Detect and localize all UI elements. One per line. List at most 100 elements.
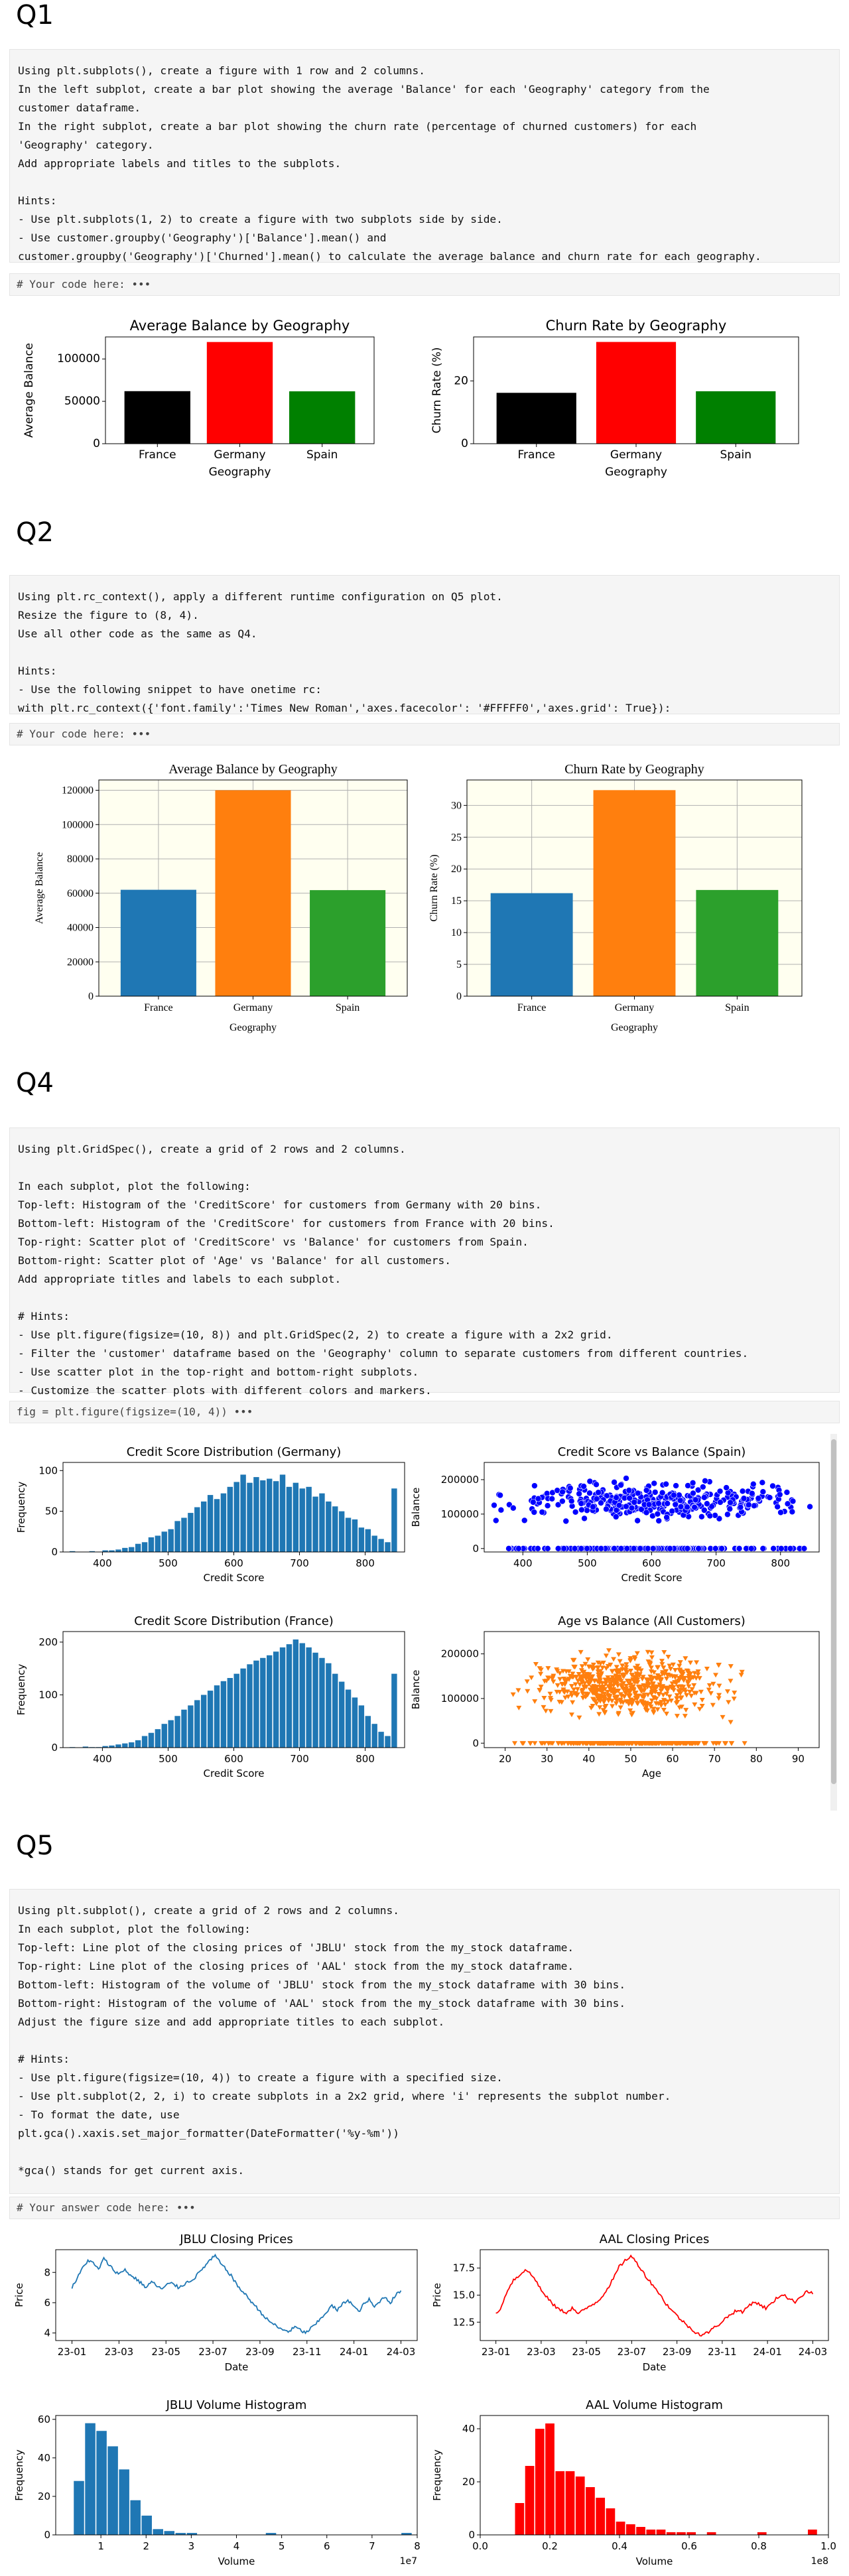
x-tick-label: 24-03 — [799, 2346, 828, 2358]
histogram-bar — [646, 2530, 656, 2535]
scatter-point — [567, 1673, 573, 1679]
chart-title: AAL Volume Histogram — [586, 2398, 723, 2412]
y-axis-label: Frequency — [13, 2449, 25, 2501]
x-tick-label: 400 — [513, 1557, 533, 1569]
scatter-point — [547, 1691, 553, 1697]
collapsed-code-cell-q5[interactable]: # Your answer code here: ••• — [9, 2197, 840, 2219]
scatter-point — [653, 1697, 659, 1702]
chart-title: Average Balance by Geography — [130, 318, 350, 334]
x-tick-label: 24-03 — [387, 2346, 416, 2358]
scatter-point — [578, 1649, 584, 1655]
scatter-point — [699, 1703, 705, 1708]
scatter-point — [693, 1676, 699, 1681]
collapsed-code-cell-q1[interactable]: # Your code here: ••• — [9, 273, 840, 296]
scatter-point — [614, 1689, 620, 1694]
scatter-points — [510, 1648, 748, 1746]
scatter-point — [668, 1667, 674, 1672]
collapsed-code-cell-q2[interactable]: # Your code here: ••• — [9, 723, 840, 745]
x-tick-label: 70 — [708, 1753, 721, 1765]
scatter-point — [736, 1545, 743, 1552]
histogram-bar — [82, 1746, 89, 1748]
scatter-point — [634, 1651, 640, 1656]
scatter-point — [612, 1513, 620, 1520]
scatter-point — [651, 1695, 657, 1700]
scatter-point — [586, 1672, 592, 1677]
chart-title: Average Balance by Geography — [168, 762, 338, 777]
scatter-point — [535, 1545, 541, 1552]
scatter-point — [695, 1669, 701, 1675]
histogram-bar — [596, 2498, 606, 2535]
scatter-point — [635, 1667, 641, 1673]
scatter-point — [645, 1693, 651, 1698]
scatter-point — [718, 1545, 725, 1552]
y-axis-label: Frequency — [15, 1664, 27, 1716]
scatter-point — [641, 1688, 647, 1693]
scatter-point — [603, 1666, 609, 1671]
y-tick-label: 200 — [38, 1636, 58, 1648]
scatter-point — [593, 1687, 599, 1692]
scatter-point — [677, 1660, 683, 1665]
x-tick-label: 23-05 — [151, 2346, 180, 2358]
axes-frame — [466, 779, 803, 997]
bar-germany — [593, 790, 676, 996]
x-tick-label: 20 — [499, 1753, 511, 1765]
scatter-point — [699, 1698, 705, 1703]
histogram-bar — [161, 1724, 167, 1748]
scatter-point — [595, 1660, 601, 1665]
scatter-point — [515, 1545, 522, 1552]
scatter-point — [623, 1503, 629, 1510]
scatter-point — [589, 1685, 595, 1690]
x-tick-label: 600 — [224, 1557, 243, 1569]
scatter-point — [667, 1694, 673, 1699]
scatter-point — [595, 1693, 601, 1699]
x-tick-label: 6 — [324, 2540, 330, 2552]
scatter-point — [727, 1499, 734, 1506]
scrollbar-thumb[interactable] — [831, 1439, 836, 1784]
scatter-point — [770, 1545, 777, 1552]
scatter-point — [706, 1683, 712, 1689]
scatter-point — [568, 1741, 574, 1746]
scatter-point — [784, 1500, 791, 1508]
axes-frame — [62, 1631, 405, 1748]
scatter-point — [602, 1677, 608, 1683]
y-axis-label: Price — [431, 2283, 443, 2307]
scatter-point — [629, 1673, 635, 1678]
figure-q4-scrollbar[interactable] — [830, 1434, 837, 1811]
bar-germany — [215, 790, 291, 996]
scatter-point — [789, 1508, 796, 1515]
scatter-point — [674, 1693, 680, 1698]
scatter-point — [623, 1475, 629, 1482]
collapsed-code-cell-q4[interactable]: fig = plt.figure(figsize=(10, 4)) ••• — [9, 1401, 840, 1423]
section-heading-q1: Q1 — [16, 0, 54, 31]
histogram-bar — [385, 1542, 391, 1552]
scatter-point — [545, 1675, 551, 1681]
scatter-point — [571, 1664, 577, 1669]
histogram-bar — [89, 1551, 96, 1552]
x-tick-label: 2 — [143, 2540, 149, 2552]
y-tick-label: 80000 — [67, 854, 94, 865]
scatter-point — [623, 1690, 629, 1695]
x-tick-label: 23-05 — [572, 2346, 601, 2358]
x-tick-label: 60 — [667, 1753, 679, 1765]
y-tick-label: 100000 — [441, 1508, 479, 1520]
scatter-point — [748, 1545, 755, 1552]
scatter-point — [616, 1502, 623, 1509]
scatter-point — [633, 1691, 639, 1696]
scatter-point — [696, 1707, 702, 1712]
x-tick-label: 23-03 — [527, 2346, 556, 2358]
scatter-point — [647, 1661, 653, 1667]
scatter-point — [582, 1661, 588, 1667]
scatter-point — [544, 1545, 551, 1552]
scatter-point — [612, 1681, 618, 1686]
scatter-point — [623, 1662, 629, 1667]
scatter-point — [695, 1545, 702, 1552]
x-tick-label: 3 — [188, 2540, 195, 2552]
y-tick-label: 12.5 — [453, 2316, 475, 2328]
scatter-point — [512, 1741, 518, 1746]
scatter-point — [751, 1502, 757, 1510]
scatter-point — [645, 1649, 651, 1655]
scatter-point — [618, 1741, 624, 1746]
histogram-bar — [85, 2423, 96, 2535]
scatter-point — [704, 1500, 710, 1508]
scatter-point — [724, 1511, 731, 1518]
